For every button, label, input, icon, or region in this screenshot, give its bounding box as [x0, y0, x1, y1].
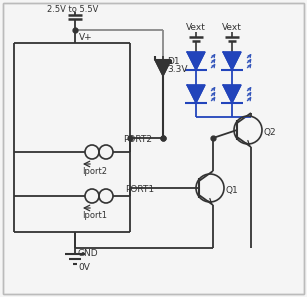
Text: Iport1: Iport1: [82, 211, 107, 220]
Text: PORT1: PORT1: [125, 186, 154, 195]
Text: 3.3V: 3.3V: [167, 64, 188, 73]
Text: Q2: Q2: [263, 127, 276, 137]
Text: 2.5V to 5.5V: 2.5V to 5.5V: [47, 6, 98, 15]
Text: V+: V+: [79, 34, 93, 42]
Polygon shape: [155, 60, 171, 76]
Polygon shape: [223, 52, 241, 70]
Text: Vext: Vext: [186, 23, 206, 31]
Text: PORT2: PORT2: [123, 135, 152, 145]
Text: Iport2: Iport2: [82, 168, 107, 176]
Text: Vext: Vext: [222, 23, 242, 31]
Polygon shape: [187, 85, 205, 103]
Polygon shape: [187, 52, 205, 70]
Text: D1: D1: [167, 56, 180, 66]
Text: Q1: Q1: [225, 186, 238, 195]
Text: GND: GND: [78, 249, 99, 257]
Polygon shape: [223, 85, 241, 103]
Text: 0V: 0V: [78, 263, 90, 271]
